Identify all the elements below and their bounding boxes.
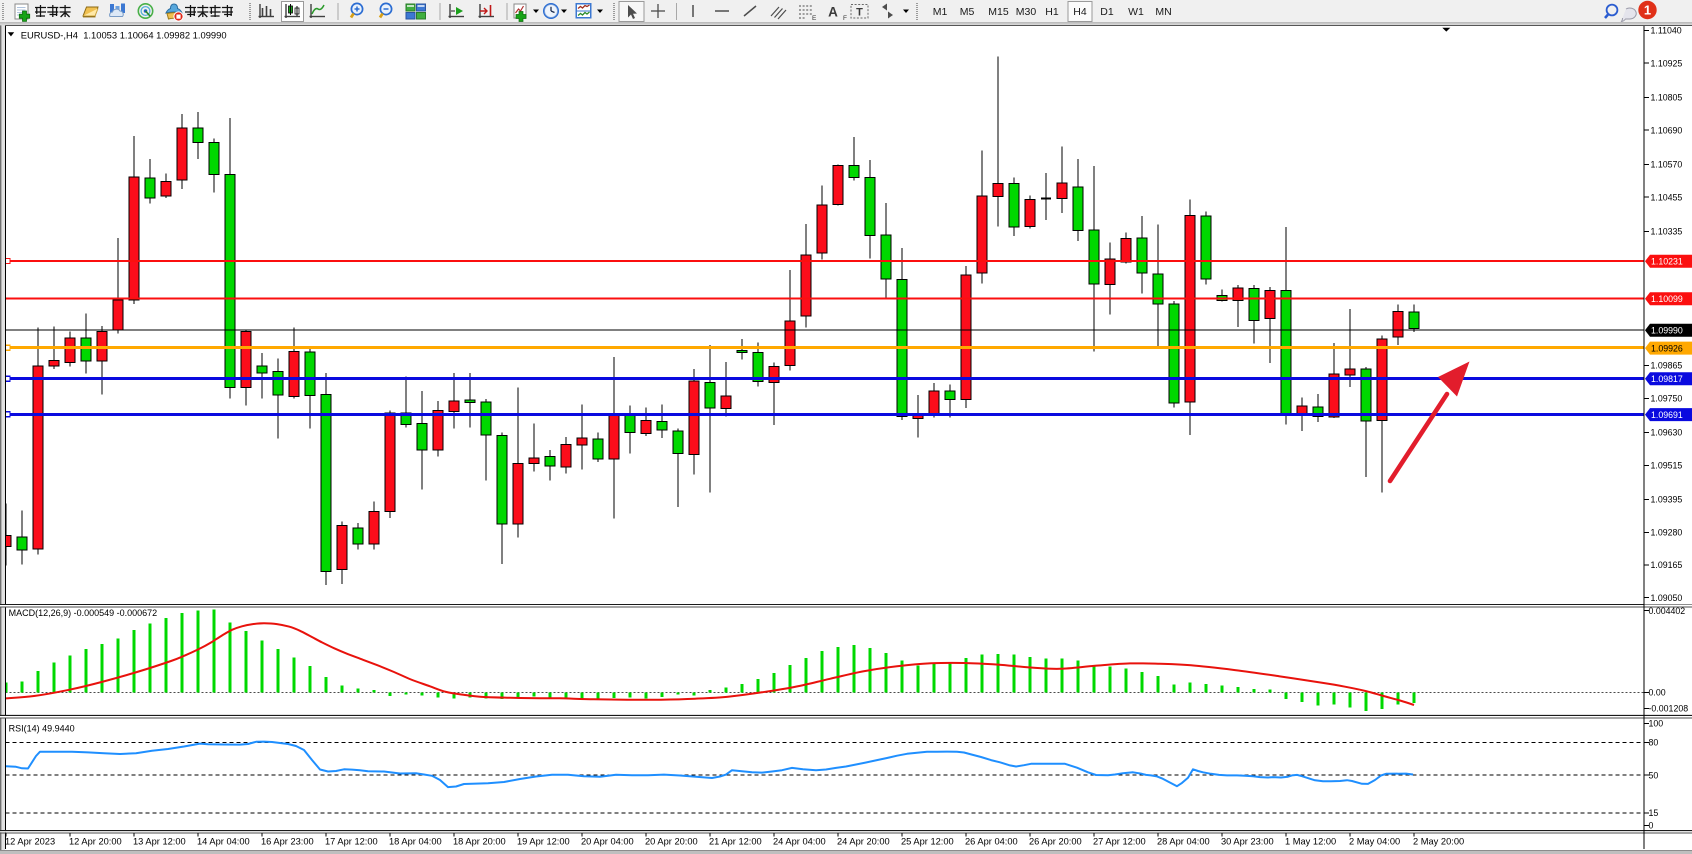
svg-text:1.10455: 1.10455 [1651,192,1683,202]
svg-text:24 Apr 04:00: 24 Apr 04:00 [773,837,826,847]
svg-text:26 Apr 20:00: 26 Apr 20:00 [1029,837,1082,847]
svg-text:15: 15 [1649,808,1659,818]
svg-text:-0.001208: -0.001208 [1649,704,1689,714]
svg-text:W1: W1 [1128,6,1144,18]
svg-text:1.09817: 1.09817 [1651,374,1683,384]
svg-text:0.00: 0.00 [1649,688,1666,698]
svg-text:16 Apr 23:00: 16 Apr 23:00 [261,837,314,847]
svg-text:1.09515: 1.09515 [1651,461,1683,471]
svg-text:1.09691: 1.09691 [1651,410,1683,420]
svg-text:17 Apr 12:00: 17 Apr 12:00 [325,837,378,847]
svg-text:1.10805: 1.10805 [1651,93,1683,103]
svg-text:M30: M30 [1016,6,1037,18]
svg-text:1.09395: 1.09395 [1651,495,1683,505]
svg-text:MN: MN [1155,6,1171,18]
svg-text:D1: D1 [1100,6,1114,18]
svg-text:1.09990: 1.09990 [1651,325,1683,335]
svg-text:30 Apr 23:00: 30 Apr 23:00 [1221,837,1274,847]
svg-text:13 Apr 12:00: 13 Apr 12:00 [133,837,186,847]
svg-text:100: 100 [1649,718,1664,728]
svg-text:H1: H1 [1045,6,1059,18]
svg-text:12 Apr 20:00: 12 Apr 20:00 [69,837,122,847]
svg-text:1.10690: 1.10690 [1651,125,1683,135]
svg-text:EURUSD-,H4 1.10053 1.10064 1.: EURUSD-,H4 1.10053 1.10064 1.09982 1.099… [21,29,227,40]
svg-text:28 Apr 04:00: 28 Apr 04:00 [1157,837,1210,847]
svg-text:T: T [856,7,863,19]
svg-text:F: F [843,15,847,22]
svg-text:14 Apr 04:00: 14 Apr 04:00 [197,837,250,847]
svg-text:1.10925: 1.10925 [1651,58,1683,68]
svg-text:26 Apr 04:00: 26 Apr 04:00 [965,837,1018,847]
svg-text:21 Apr 12:00: 21 Apr 12:00 [709,837,762,847]
svg-text:1 May 12:00: 1 May 12:00 [1285,837,1336,847]
svg-text:M5: M5 [960,6,975,18]
svg-text:12 Apr 2023: 12 Apr 2023 [5,837,55,847]
svg-text:1.09050: 1.09050 [1651,593,1683,603]
svg-text:1.09865: 1.09865 [1651,361,1683,371]
svg-text:1.10570: 1.10570 [1651,160,1683,170]
svg-text:80: 80 [1649,738,1659,748]
svg-text:1.09165: 1.09165 [1651,560,1683,570]
svg-text:M1: M1 [933,6,948,18]
svg-text:1.10099: 1.10099 [1651,294,1683,304]
svg-text:50: 50 [1649,770,1659,780]
svg-text:25 Apr 12:00: 25 Apr 12:00 [901,837,954,847]
svg-text:1.10335: 1.10335 [1651,227,1683,237]
svg-text:RSI(14) 49.9440: RSI(14) 49.9440 [9,724,75,734]
svg-text:E: E [812,15,817,22]
svg-text:2 May 20:00: 2 May 20:00 [1413,837,1464,847]
svg-text:1.09750: 1.09750 [1651,393,1683,403]
svg-text:20 Apr 04:00: 20 Apr 04:00 [581,837,634,847]
svg-text:0.004402: 0.004402 [1649,606,1686,616]
svg-text:20 Apr 20:00: 20 Apr 20:00 [645,837,698,847]
svg-text:24 Apr 20:00: 24 Apr 20:00 [837,837,890,847]
svg-text:18 Apr 20:00: 18 Apr 20:00 [453,837,506,847]
svg-text:19 Apr 12:00: 19 Apr 12:00 [517,837,570,847]
svg-text:M15: M15 [988,6,1009,18]
svg-text:MACD(12,26,9) -0.000549 -0.000: MACD(12,26,9) -0.000549 -0.000672 [9,608,158,618]
svg-text:1.09926: 1.09926 [1651,343,1683,353]
svg-text:1: 1 [1644,3,1651,18]
svg-text:1.11040: 1.11040 [1651,26,1682,36]
svg-text:27 Apr 12:00: 27 Apr 12:00 [1093,837,1146,847]
svg-text:1.09280: 1.09280 [1651,527,1683,537]
svg-text:18 Apr 04:00: 18 Apr 04:00 [389,837,442,847]
svg-text:1.10231: 1.10231 [1651,256,1683,266]
svg-text:A: A [828,5,838,20]
svg-text:0: 0 [1649,821,1654,831]
svg-text:1.09630: 1.09630 [1651,428,1683,438]
svg-text:2 May 04:00: 2 May 04:00 [1349,837,1400,847]
svg-text:H4: H4 [1073,6,1087,18]
